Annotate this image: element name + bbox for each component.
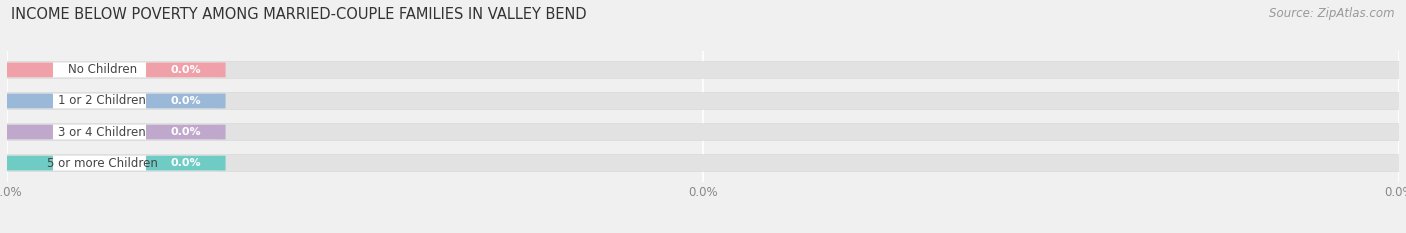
- FancyBboxPatch shape: [0, 155, 1406, 171]
- FancyBboxPatch shape: [3, 156, 218, 170]
- Text: 0.0%: 0.0%: [170, 127, 201, 137]
- FancyBboxPatch shape: [3, 156, 53, 171]
- FancyBboxPatch shape: [3, 125, 218, 139]
- Text: INCOME BELOW POVERTY AMONG MARRIED-COUPLE FAMILIES IN VALLEY BEND: INCOME BELOW POVERTY AMONG MARRIED-COUPL…: [11, 7, 586, 22]
- FancyBboxPatch shape: [146, 62, 225, 77]
- Text: No Children: No Children: [67, 63, 136, 76]
- Text: 3 or 4 Children: 3 or 4 Children: [59, 126, 146, 139]
- FancyBboxPatch shape: [3, 63, 218, 77]
- Text: Source: ZipAtlas.com: Source: ZipAtlas.com: [1270, 7, 1395, 20]
- Text: 0.0%: 0.0%: [170, 96, 201, 106]
- FancyBboxPatch shape: [146, 125, 225, 140]
- Text: 5 or more Children: 5 or more Children: [46, 157, 157, 170]
- FancyBboxPatch shape: [3, 94, 218, 108]
- Text: 0.0%: 0.0%: [170, 158, 201, 168]
- FancyBboxPatch shape: [0, 93, 1406, 109]
- Text: 1 or 2 Children: 1 or 2 Children: [58, 94, 146, 107]
- FancyBboxPatch shape: [0, 124, 1406, 140]
- Text: 0.0%: 0.0%: [170, 65, 201, 75]
- FancyBboxPatch shape: [146, 156, 225, 171]
- FancyBboxPatch shape: [0, 62, 1406, 78]
- FancyBboxPatch shape: [3, 93, 53, 108]
- FancyBboxPatch shape: [146, 93, 225, 108]
- FancyBboxPatch shape: [3, 62, 53, 77]
- FancyBboxPatch shape: [3, 125, 53, 140]
